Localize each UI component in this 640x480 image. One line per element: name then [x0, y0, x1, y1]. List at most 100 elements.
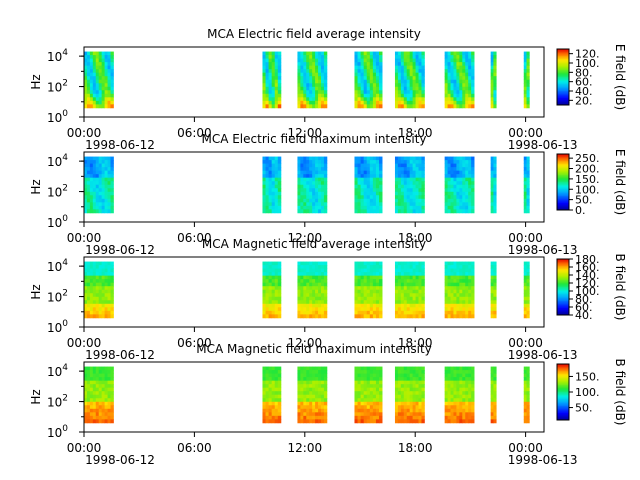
- heatmap-cell: [297, 97, 301, 102]
- heatmap-cell: [397, 69, 402, 74]
- heatmap-cell: [95, 412, 100, 417]
- heatmap-cell: [526, 366, 530, 371]
- heatmap-cell: [323, 419, 328, 424]
- heatmap-cell: [320, 205, 325, 210]
- heatmap-cell: [101, 69, 105, 74]
- heatmap-cell: [262, 370, 266, 374]
- heatmap-cell: [418, 170, 422, 175]
- heatmap-cell: [468, 100, 472, 105]
- colorbar-swatch: [557, 88, 569, 91]
- heatmap-cell: [462, 272, 466, 277]
- heatmap-cell: [98, 72, 103, 77]
- heatmap-cell: [459, 58, 463, 63]
- heatmap-cell: [268, 97, 273, 102]
- heatmap-cell: [372, 195, 377, 200]
- colorbar-swatch: [557, 63, 569, 65]
- heatmap-cell: [412, 79, 416, 84]
- heatmap-cell: [403, 62, 408, 67]
- heatmap-cell: [357, 51, 362, 56]
- date-label-end: 1998-06-13: [508, 243, 578, 257]
- heatmap-cell: [369, 307, 374, 312]
- heatmap-cell: [323, 261, 328, 266]
- heatmap-cell: [309, 419, 313, 424]
- heatmap-cell: [268, 296, 273, 301]
- heatmap-cell: [406, 202, 411, 207]
- heatmap-cell: [468, 377, 472, 382]
- heatmap-cell: [104, 79, 108, 84]
- heatmap-cell: [300, 174, 304, 179]
- heatmap-cell: [450, 69, 454, 74]
- heatmap-cell: [447, 170, 451, 175]
- heatmap-cell: [421, 79, 425, 84]
- heatmap-cell: [306, 398, 310, 403]
- heatmap-cell: [379, 55, 383, 59]
- heatmap-cell: [300, 58, 304, 63]
- heatmap-cell: [312, 387, 316, 392]
- heatmap-cell: [375, 174, 380, 179]
- heatmap-cell: [98, 303, 103, 308]
- heatmap-cell: [363, 62, 368, 67]
- heatmap-cell: [265, 163, 270, 168]
- heatmap-cell: [409, 69, 414, 74]
- heatmap-cell: [394, 412, 399, 417]
- heatmap-cell: [459, 167, 463, 172]
- heatmap-cell: [493, 286, 497, 291]
- heatmap-cell: [318, 156, 322, 161]
- heatmap-cell: [107, 55, 111, 59]
- heatmap-cell: [320, 401, 325, 406]
- heatmap-cell: [360, 76, 365, 81]
- heatmap-cell: [277, 412, 282, 417]
- heatmap-cell: [92, 202, 97, 207]
- heatmap-cell: [447, 181, 451, 186]
- heatmap-cell: [447, 405, 451, 410]
- heatmap-cell: [372, 65, 377, 70]
- heatmap-cell: [462, 419, 466, 424]
- heatmap-cell: [415, 62, 419, 67]
- heatmap-cell: [412, 408, 416, 413]
- heatmap-cell: [318, 366, 322, 371]
- heatmap-cell: [523, 156, 527, 161]
- heatmap-cell: [110, 167, 114, 172]
- heatmap-cell: [315, 191, 319, 196]
- heatmap-cell: [104, 419, 108, 424]
- panel-title: MCA Magnetic field average intensity: [202, 237, 426, 251]
- heatmap-cell: [323, 303, 328, 308]
- heatmap-cell: [89, 415, 94, 420]
- heatmap-cell: [523, 370, 527, 374]
- heatmap-cell: [320, 100, 325, 105]
- heatmap-cell: [95, 100, 100, 105]
- heatmap-cell: [523, 90, 527, 95]
- heatmap-cell: [372, 167, 377, 172]
- heatmap-cell: [312, 366, 316, 371]
- heatmap-cell: [303, 174, 307, 179]
- heatmap-cell: [394, 65, 399, 70]
- heatmap-cell: [360, 268, 365, 273]
- heatmap-cell: [415, 384, 419, 389]
- heatmap-cell: [450, 282, 454, 287]
- heatmap-cell: [360, 405, 365, 410]
- heatmap-cell: [271, 100, 276, 105]
- heatmap-cell: [412, 174, 416, 179]
- heatmap-cell: [447, 156, 451, 161]
- y-axis-label: Hz: [29, 389, 43, 404]
- heatmap-cell: [92, 170, 97, 175]
- heatmap-cell: [318, 170, 322, 175]
- heatmap-cell: [375, 370, 380, 374]
- heatmap-cell: [394, 272, 399, 277]
- heatmap-cell: [306, 202, 310, 207]
- heatmap-cell: [409, 156, 414, 161]
- heatmap-cell: [394, 170, 399, 175]
- heatmap-cell: [262, 174, 266, 179]
- heatmap-cell: [459, 408, 463, 413]
- heatmap-cell: [397, 79, 402, 84]
- heatmap-cell: [456, 191, 460, 196]
- heatmap-cell: [89, 387, 94, 392]
- heatmap-cell: [444, 391, 448, 396]
- heatmap-cell: [415, 289, 419, 294]
- heatmap-cell: [262, 419, 266, 424]
- colorbar-swatch: [557, 379, 569, 382]
- heatmap-cell: [379, 69, 383, 74]
- heatmap-cell: [471, 373, 475, 378]
- heatmap-cell: [444, 69, 448, 74]
- heatmap-cell: [84, 289, 88, 294]
